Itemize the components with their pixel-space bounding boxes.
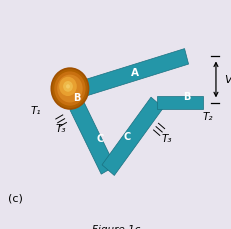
Text: Figure 1c: Figure 1c [91,224,140,229]
Circle shape [54,72,85,106]
Text: A: A [130,68,138,78]
Text: T₃: T₃ [56,124,66,134]
Polygon shape [156,96,202,110]
Text: V₁: V₁ [223,75,231,85]
Text: T₁: T₁ [30,106,41,115]
Polygon shape [67,90,82,108]
Circle shape [66,85,70,89]
Circle shape [63,82,73,92]
Polygon shape [70,49,188,100]
Text: B: B [182,92,189,102]
Polygon shape [102,98,163,176]
Text: (c): (c) [8,193,23,202]
Text: B: B [73,93,80,103]
Text: C: C [123,132,130,142]
Text: C: C [96,133,103,143]
Circle shape [59,77,76,97]
Circle shape [51,69,88,109]
Polygon shape [70,102,115,174]
Circle shape [57,75,82,103]
Text: T₃: T₃ [161,133,171,143]
Text: T₂: T₂ [202,112,213,122]
